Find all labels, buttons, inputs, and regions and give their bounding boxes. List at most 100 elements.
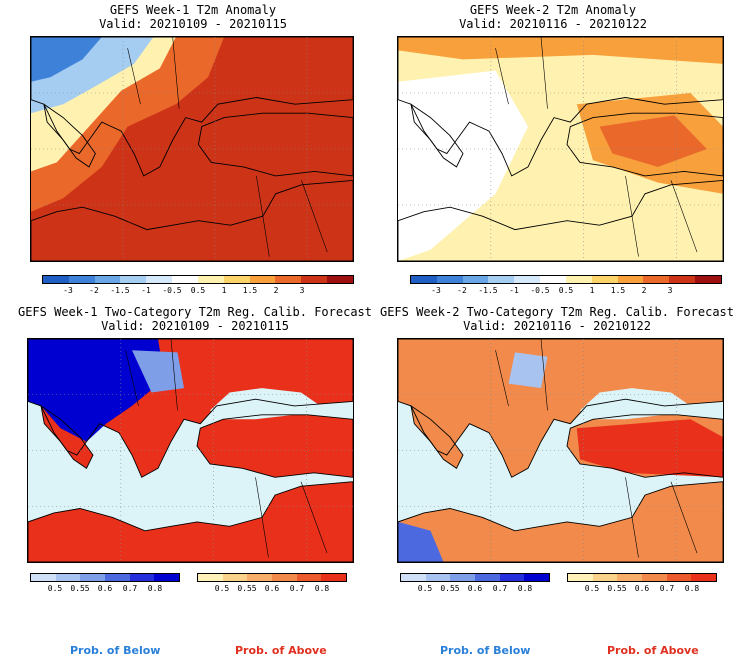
colorbar-swatch <box>321 574 347 581</box>
colorbar-swatch <box>643 276 670 283</box>
colorbar-label: -0.5 <box>530 286 550 295</box>
panel-title: GEFS Week-2 T2m Anomaly <box>469 3 637 17</box>
colorbar-swatch <box>198 574 223 581</box>
map-canvas <box>398 37 723 261</box>
colorbar-label: -1 <box>141 286 151 295</box>
colorbar-swatch <box>436 276 463 283</box>
colorbar-swatch <box>154 574 180 581</box>
colorbar-swatch <box>222 574 248 581</box>
colorbar-label: 0.6 <box>97 584 113 593</box>
panel-week2-anomaly: GEFS Week-2 T2m Anomaly Valid: 20210116 … <box>370 0 740 300</box>
panel-valid-dates: Valid: 20210109 - 20210115 <box>101 319 289 333</box>
coastline <box>43 103 96 168</box>
colorbar-label: 0.5 <box>417 584 433 593</box>
colorbar-swatch <box>105 574 130 581</box>
coastline <box>40 404 94 469</box>
colorbar-swatch <box>617 276 644 283</box>
map-canvas <box>31 37 353 261</box>
panel-valid-dates: Valid: 20210116 - 20210122 <box>463 319 651 333</box>
colorbar-swatch <box>475 574 500 581</box>
colorbar-label: 0.6 <box>264 584 280 593</box>
colorbar-swatch <box>642 574 667 581</box>
colorbar-swatch <box>401 574 426 581</box>
coastline <box>566 112 723 177</box>
country-borders <box>495 339 698 558</box>
colorbar-swatch <box>146 276 173 283</box>
colorbar-swatch <box>249 276 276 283</box>
colorbar-swatch <box>499 574 525 581</box>
anomaly-map-week1 <box>30 36 354 262</box>
footer-prob-below-right: Prob. of Below <box>440 644 531 657</box>
colorbar-label: 0.7 <box>492 584 508 593</box>
coastline <box>410 103 464 168</box>
land-fill-above-strong <box>576 419 723 478</box>
anomaly-colorbar-week1 <box>42 275 354 284</box>
colorbar-swatch <box>669 276 696 283</box>
country-borders <box>125 339 328 558</box>
land-fill-above <box>411 405 463 469</box>
prob-below-colorbar-week1 <box>30 573 180 582</box>
colorbar-swatch <box>462 276 489 283</box>
colorbar-swatch <box>223 276 250 283</box>
country-borders <box>127 37 328 257</box>
colorbar-label: 1.5 <box>610 286 626 295</box>
colorbar-swatch <box>327 276 353 283</box>
colorbar-swatch <box>450 574 476 581</box>
colorbar-label: 0.5 <box>584 584 600 593</box>
sea-fill <box>210 388 321 420</box>
colorbar-swatch <box>43 276 69 283</box>
colorbar-swatch <box>31 574 56 581</box>
panel-week2-probability: GEFS Week-2 Two-Category T2m Reg. Calib.… <box>370 300 740 600</box>
coastline <box>398 481 723 562</box>
colorbar-label: 0.6 <box>634 584 650 593</box>
colorbar-swatch <box>120 276 147 283</box>
colorbar-label: 1.5 <box>242 286 258 295</box>
panel-title: GEFS Week-2 Two-Category T2m Reg. Calib.… <box>379 305 734 319</box>
colorbar-swatch <box>68 276 95 283</box>
land-fill-above <box>28 481 353 562</box>
colorbar-swatch <box>197 276 224 283</box>
land-fill-above <box>41 405 93 469</box>
colorbar-label: 0.8 <box>684 584 700 593</box>
colorbar-swatch <box>514 276 541 283</box>
country-borders <box>495 37 698 257</box>
panel-valid-dates: Valid: 20210109 - 20210115 <box>99 17 287 31</box>
colorbar-label: -3 <box>63 286 73 295</box>
anomaly-fill-hot <box>599 115 707 167</box>
coastline <box>197 112 353 177</box>
land-fill-below-weak <box>508 352 548 389</box>
colorbar-label: 2 <box>641 286 647 295</box>
colorbar-swatch <box>666 574 692 581</box>
colorbar-label: 0.5 <box>47 584 63 593</box>
colorbar-label: 0.55 <box>70 584 90 593</box>
land-fill-below-weak <box>132 350 184 393</box>
coastline <box>410 404 464 469</box>
colorbar-swatch <box>172 276 198 283</box>
colorbar-label: 0.7 <box>122 584 138 593</box>
colorbar-swatch <box>247 574 273 581</box>
colorbar-swatch <box>540 276 566 283</box>
land-fill-above <box>197 414 353 478</box>
colorbar-swatch <box>129 574 155 581</box>
panel-week1-anomaly: GEFS Week-1 T2m Anomaly Valid: 20210109 … <box>0 0 370 300</box>
anomaly-fill-north <box>398 37 723 64</box>
panel-title: GEFS Week-1 T2m Anomaly <box>109 3 277 17</box>
coastline <box>196 414 353 478</box>
colorbar-swatch <box>524 574 550 581</box>
land-fill-below <box>398 521 444 562</box>
probability-map-week1 <box>27 338 354 563</box>
panel-valid-dates: Valid: 20210116 - 20210122 <box>459 17 647 31</box>
colorbar-label: -1.5 <box>110 286 130 295</box>
sea-fill <box>580 388 691 420</box>
colorbar-swatch <box>301 276 328 283</box>
panel-title: GEFS Week-1 Two-Category T2m Reg. Calib.… <box>17 305 372 319</box>
colorbar-label: -1.5 <box>478 286 498 295</box>
coastline <box>31 179 353 261</box>
footer-prob-above-right: Prob. of Above <box>607 644 699 657</box>
colorbar-swatch <box>488 276 515 283</box>
coastline <box>398 179 723 261</box>
colorbar-label: 0.8 <box>314 584 330 593</box>
colorbar-swatch <box>591 276 618 283</box>
colorbar-swatch <box>425 574 451 581</box>
colorbar-swatch <box>691 574 717 581</box>
